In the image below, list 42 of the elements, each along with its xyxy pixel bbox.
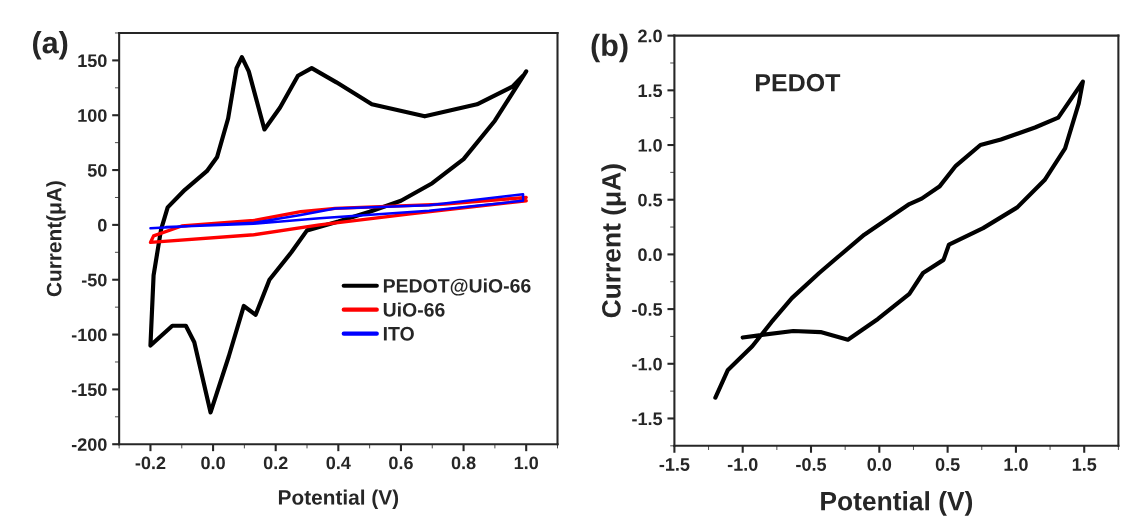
x-tick-label: 1.0 [514,456,538,470]
annotation: PEDOT [755,73,841,92]
y-tick-label: -100 [71,328,107,342]
x-tick-label: 0.5 [935,458,960,471]
x-tick-label: 0.2 [263,456,288,470]
y-tick-label: -1.5 [632,412,663,426]
legend-label: UiO-66 [383,302,445,317]
y-tick-label: 1.0 [638,138,662,152]
x-tick-label: 0.6 [389,456,413,470]
x-tick-label: 0.0 [201,456,225,470]
x-axis-title: Potential (V) [821,491,973,516]
y-tick-label: 50 [87,164,107,177]
y-axis-title: Current (μA) [601,164,626,318]
y-axis-title: Current(μA) [46,181,66,297]
y-tick-label: 0 [98,218,107,232]
y-tick-label: 0.5 [638,193,663,207]
x-tick-label: -1.0 [727,458,758,471]
line-series [148,55,529,415]
legend-label: PEDOT@UiO-66 [383,278,531,296]
x-tick-label: 0.4 [326,456,351,470]
x-tick-label: -0.5 [796,458,827,471]
chart-title: (a) [33,31,68,60]
y-tick-label: -1.0 [632,357,662,371]
x-tick-label: 0.8 [451,456,476,470]
y-tick-label: -50 [81,273,107,287]
chart-title: (b) [591,33,628,63]
y-tick-label: 2.0 [638,29,662,43]
y-tick-label: -200 [71,438,107,451]
x-axis-title: Potential (V) [278,489,399,509]
x-tick-label: -0.2 [135,456,166,470]
legend-label: ITO [383,326,414,341]
x-tick-label: -1.5 [659,458,690,471]
x-tick-label: 1.0 [1004,458,1028,471]
y-tick-label: 0.0 [638,248,662,262]
y-tick-label: 1.5 [638,84,663,98]
line-series [149,192,525,230]
y-tick-label: -150 [71,383,107,397]
y-tick-label: 150 [78,54,107,68]
y-tick-label: -0.5 [632,303,663,316]
x-tick-label: 0.0 [867,458,892,471]
x-tick-label: 1.5 [1072,458,1097,471]
y-tick-label: 100 [78,109,107,122]
